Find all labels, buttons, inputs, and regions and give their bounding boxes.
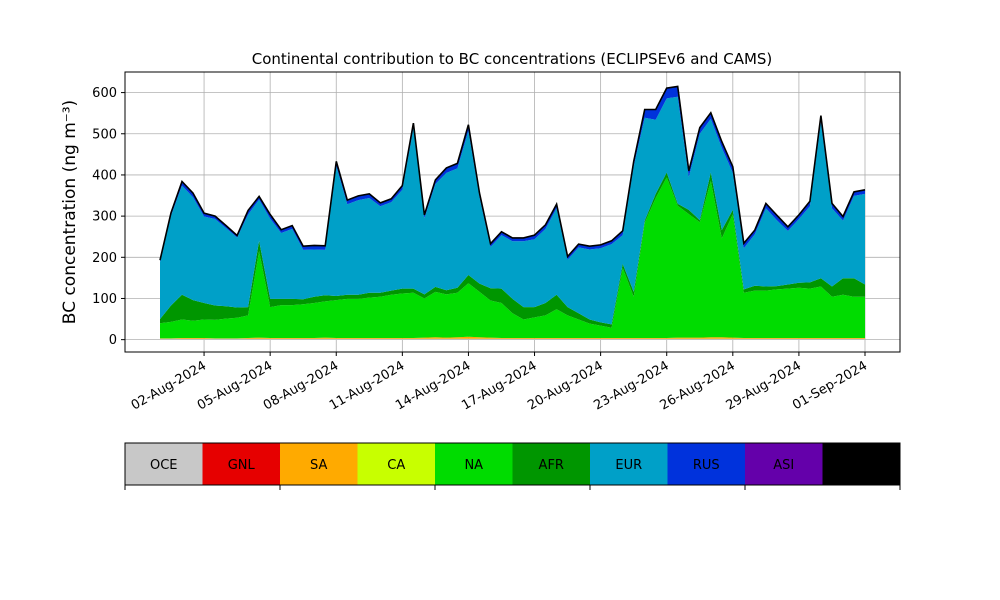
plot-frame <box>124 71 901 353</box>
chart-title: Continental contribution to BC concentra… <box>252 50 773 68</box>
total-line-layer <box>159 85 866 261</box>
y-tick-label: 200 <box>92 251 117 266</box>
legend-label-rus: RUS <box>693 458 720 473</box>
y-tick-label: 100 <box>92 292 117 307</box>
area-series-eur <box>160 96 865 325</box>
area-series-afr <box>160 172 865 328</box>
legend-swatch-ca <box>357 443 435 485</box>
legend-swatch-afr <box>512 443 590 485</box>
area-series-oce <box>160 338 865 340</box>
legend-label-aus: AUS <box>848 458 875 473</box>
legend-colorbar: OCE GNL SA CA NA AFR EUR RUS ASI AUS <box>124 442 901 490</box>
legend-swatch-eur <box>590 443 668 485</box>
total-line <box>159 85 866 261</box>
legend-swatch-na <box>435 443 513 485</box>
y-axis-ticks: 0 100 200 300 400 500 600 <box>92 86 125 348</box>
legend-label-na: NA <box>464 458 483 473</box>
legend-swatch-asi <box>745 443 823 485</box>
legend-swatch-aus <box>822 443 900 485</box>
legend-label-gnl: GNL <box>228 458 256 473</box>
legend-label-sa: SA <box>310 458 327 473</box>
y-tick-label: 300 <box>92 210 117 225</box>
legend-label-asi: ASI <box>773 458 794 473</box>
legend-label-afr: AFR <box>539 458 564 473</box>
y-tick-label: 400 <box>92 168 117 183</box>
x-tick-label: 29-Aug-2024 <box>724 358 804 413</box>
legend-swatch-rus <box>667 443 745 485</box>
x-axis-ticks: 02-Aug-202405-Aug-202408-Aug-202411-Aug-… <box>129 352 870 414</box>
legend-label-eur: EUR <box>615 458 642 473</box>
legend-frame <box>124 442 901 486</box>
legend-swatch-gnl <box>202 443 280 485</box>
legend-swatch-oce <box>125 443 203 485</box>
stacked-areas <box>160 86 865 340</box>
x-tick-label: 01-Sep-2024 <box>790 358 870 413</box>
area-series-sa <box>160 336 865 339</box>
legend-swatch-sa <box>280 443 358 485</box>
y-tick-label: 600 <box>92 86 117 101</box>
y-tick-label: 500 <box>92 127 117 142</box>
area-series-na <box>160 177 865 339</box>
legend-label-ca: CA <box>387 458 405 473</box>
legend-label-oce: OCE <box>150 458 178 473</box>
y-axis-label: BC concentration (ng m⁻³) <box>60 100 80 324</box>
y-tick-label: 0 <box>109 333 117 348</box>
